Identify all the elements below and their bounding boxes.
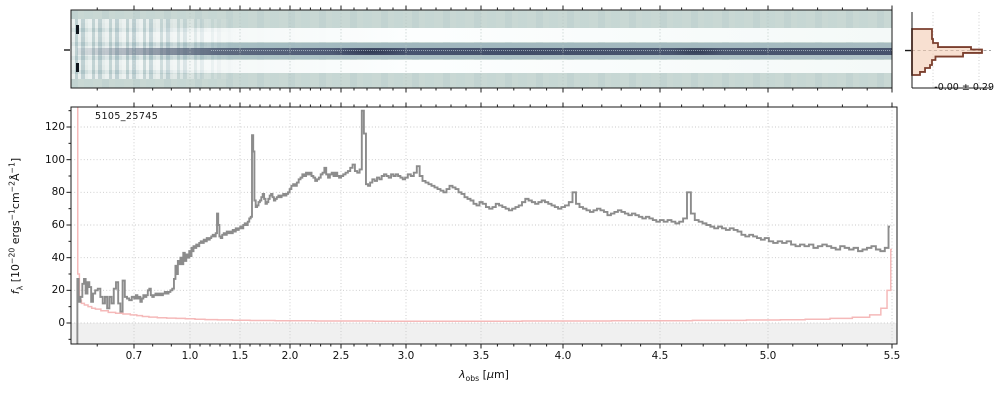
hist-annotation: -0.00 ± 0.29 — [934, 82, 994, 93]
spec2d-panel — [71, 10, 892, 88]
spec2d-badpixel-mark-bottom — [76, 63, 79, 73]
x-tick-label: 3.5 — [472, 350, 490, 362]
error-curve — [76, 107, 892, 322]
y-tick-label: 20 — [51, 284, 65, 297]
x-tick-label: 2.5 — [332, 350, 350, 362]
x-tick-label: 2.0 — [281, 350, 299, 362]
x-tick-label: 5.5 — [883, 350, 901, 362]
x-tick-label: 4.0 — [554, 350, 572, 362]
x-axis-label: λobs [μm] — [459, 368, 509, 384]
y-axis-label: fλ [10−20 ergs−1cm−2Å−1] — [7, 157, 25, 295]
spec2d-badpixel-mark-top — [76, 24, 79, 34]
source-id-label: 5105_25745 — [95, 111, 159, 122]
x-tick-label: 3.0 — [397, 350, 415, 362]
y-tick-label: 120 — [44, 121, 65, 133]
y-tick-label: 80 — [51, 186, 65, 199]
hist-profile — [911, 28, 983, 76]
below-zero-shading — [71, 323, 897, 344]
x-tick-label: 1.0 — [181, 350, 199, 362]
x-tick-label: 0.7 — [125, 350, 143, 362]
x-tick-label: 5.0 — [759, 350, 777, 362]
y-tick-label: 100 — [44, 153, 65, 166]
y-tick-label: 60 — [51, 219, 65, 231]
x-tick-label: 1.5 — [231, 350, 249, 362]
y-tick-label: 40 — [51, 251, 65, 264]
flux-curve — [76, 109, 891, 344]
spec1d-frame — [70, 106, 898, 345]
x-tick-label: 4.5 — [651, 350, 669, 362]
spec2d-trace-centerline — [210, 50, 892, 52]
y-tick-label: 0 — [58, 317, 65, 329]
